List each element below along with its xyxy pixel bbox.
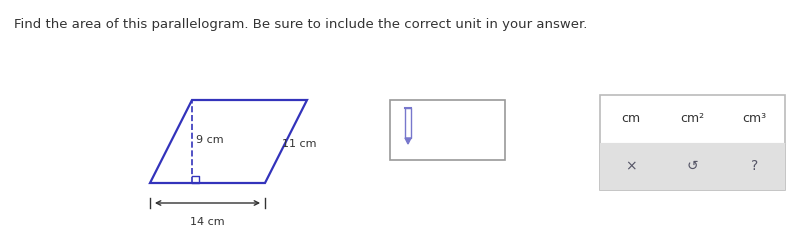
Text: 11 cm: 11 cm [282, 139, 316, 148]
Text: ×: × [625, 159, 637, 173]
Polygon shape [405, 138, 411, 144]
Text: Find the area of this parallelogram. Be sure to include the correct unit in your: Find the area of this parallelogram. Be … [14, 18, 587, 31]
Text: 14 cm: 14 cm [190, 217, 225, 227]
Bar [405, 108, 411, 138]
Bar [390, 100, 505, 160]
Text: cm³: cm³ [742, 112, 766, 125]
Text: ?: ? [750, 159, 758, 173]
Text: cm: cm [622, 112, 640, 125]
Bar [600, 142, 785, 190]
Text: 9 cm: 9 cm [196, 134, 224, 145]
Bar [600, 95, 785, 190]
Text: ↺: ↺ [686, 159, 698, 173]
Text: cm²: cm² [681, 112, 705, 125]
